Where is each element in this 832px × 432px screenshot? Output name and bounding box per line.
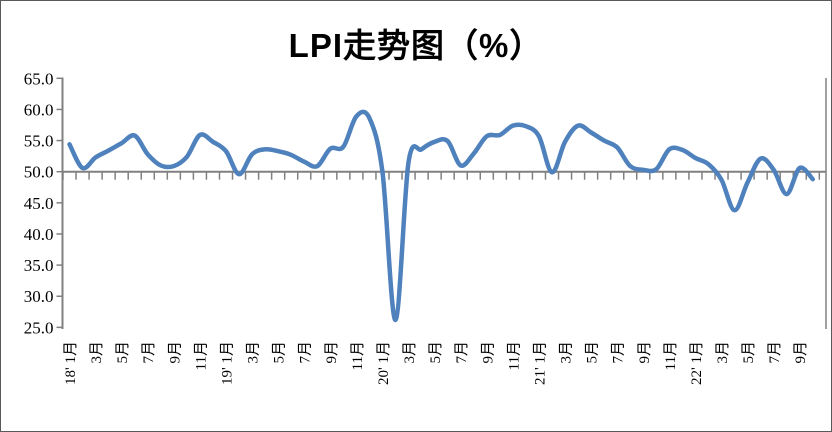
x-tick-label: 3月 <box>89 341 105 364</box>
x-tick-label: 9月 <box>480 341 496 364</box>
x-tick-label: 11月 <box>663 341 679 370</box>
x-tick-label: 9月 <box>637 341 653 364</box>
x-tick-label: 5月 <box>428 341 444 364</box>
x-tick-label: 5月 <box>741 341 757 364</box>
x-tick-label: 3月 <box>715 341 731 364</box>
x-tick-label: 9月 <box>167 341 183 364</box>
y-tick-label: 40.0 <box>24 225 54 244</box>
x-tick-label: 3月 <box>402 341 418 364</box>
y-tick-label: 30.0 <box>24 287 54 306</box>
y-tick-label: 60.0 <box>24 100 54 119</box>
y-tick-label: 55.0 <box>24 132 54 151</box>
x-tick-label: 11月 <box>193 341 209 370</box>
x-tick-label: 11月 <box>506 341 522 370</box>
x-tick-label: 18' 1月 <box>63 341 79 385</box>
x-tick-label: 22' 1月 <box>689 341 705 385</box>
x-tick-label: 5月 <box>272 341 288 364</box>
y-tick-label: 45.0 <box>24 194 54 213</box>
x-tick-label: 7月 <box>767 341 783 364</box>
x-axis-labels: 18' 1月 3月 5月 7月 9月 11月 19' 1月 3月 5月 7月 9月 11月 20' 1月… <box>63 341 809 385</box>
x-tick-label: 20' 1月 <box>376 341 392 385</box>
x-tick-label: 19' 1月 <box>219 341 235 385</box>
y-tick-label: 65.0 <box>24 69 54 88</box>
x-tick-label: 3月 <box>559 341 575 364</box>
lpi-series-line <box>67 109 816 323</box>
y-tick-label: 35.0 <box>24 256 54 275</box>
x-tick-label: 5月 <box>115 341 131 364</box>
y-tick-label: 50.0 <box>24 163 54 182</box>
y-axis-labels: 65.0 60.0 55.0 50.0 45.0 40.0 35.0 30.0 25.0 <box>24 69 54 337</box>
x-tick-label: 3月 <box>246 341 262 364</box>
y-tick-label: 25.0 <box>24 318 54 337</box>
x-tick-label: 21' 1月 <box>532 341 548 385</box>
x-tick-label: 5月 <box>585 341 601 364</box>
x-tick-label: 7月 <box>141 341 157 364</box>
y-axis-ticks <box>56 77 63 329</box>
x-tick-label: 7月 <box>298 341 314 364</box>
x-tick-label: 9月 <box>324 341 340 364</box>
x-tick-label: 11月 <box>350 341 366 370</box>
x-tick-label: 9月 <box>793 341 809 364</box>
chart-title: LPI走势图（%） <box>288 27 544 64</box>
x-tick-label: 7月 <box>454 341 470 364</box>
x-axis-month-ticks <box>62 171 821 180</box>
x-tick-label: 7月 <box>611 341 627 364</box>
